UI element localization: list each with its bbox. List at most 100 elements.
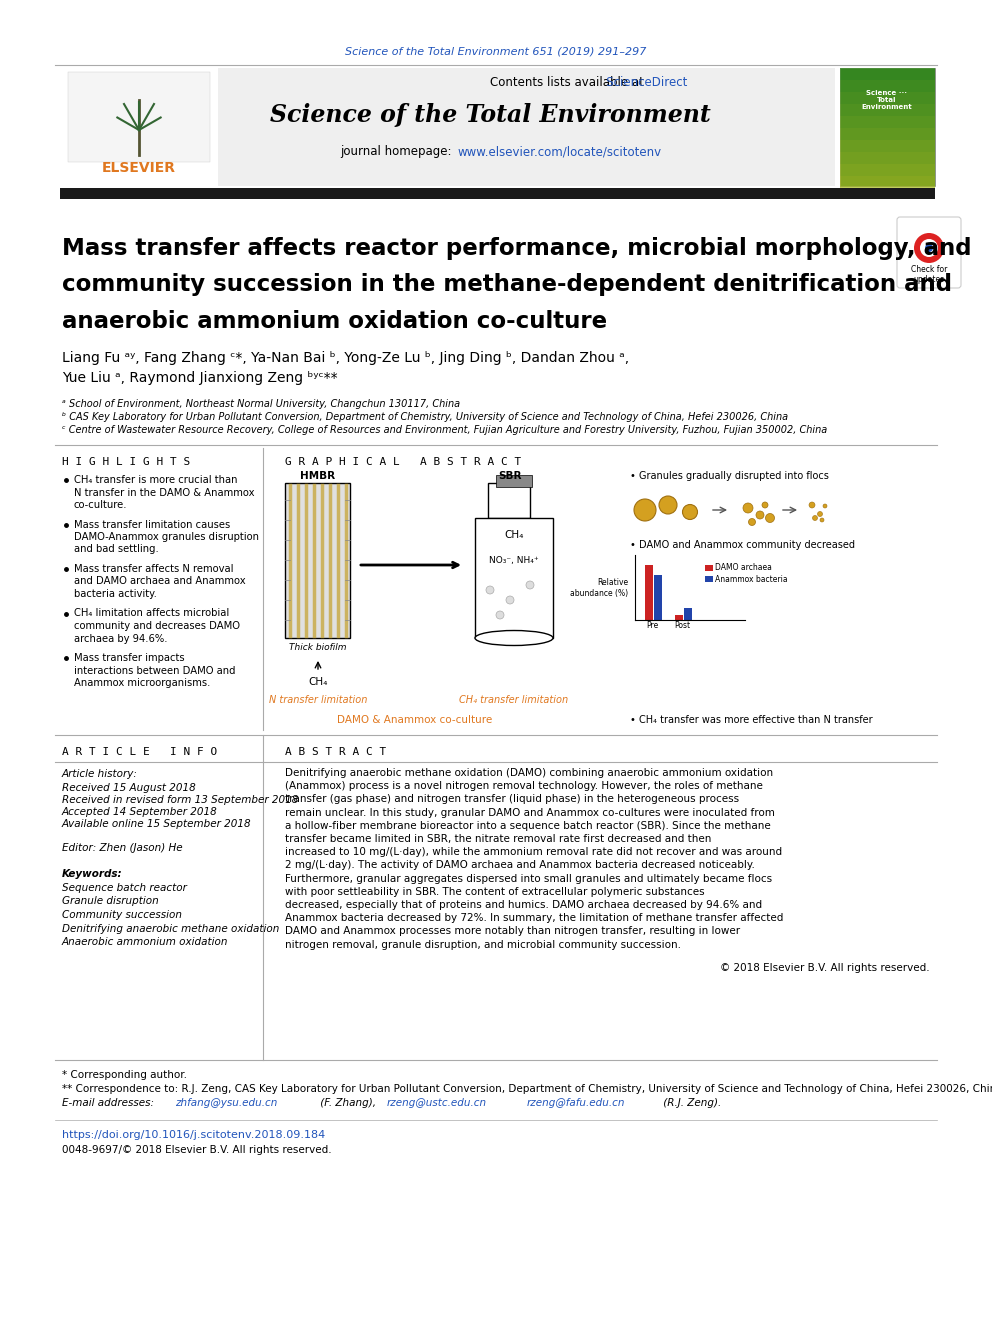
Text: ELSEVIER: ELSEVIER [102,161,176,175]
Ellipse shape [506,595,514,605]
Bar [488,483,530,519]
Ellipse shape [766,513,775,523]
Text: CH₄: CH₄ [309,677,327,687]
Text: 2 mg/(L·day). The activity of DAMO archaea and Anammox bacteria decreased notice: 2 mg/(L·day). The activity of DAMO archa… [285,860,755,871]
Bar [645,565,653,620]
Bar [60,188,935,198]
Text: https://doi.org/10.1016/j.scitotenv.2018.09.184: https://doi.org/10.1016/j.scitotenv.2018… [62,1130,325,1140]
Text: CH₄: CH₄ [504,531,524,540]
Text: DAMO & Anammox co-culture: DAMO & Anammox co-culture [337,714,493,725]
Text: www.elsevier.com/locate/scitotenv: www.elsevier.com/locate/scitotenv [458,146,662,159]
Text: N transfer in the DAMO & Anammox: N transfer in the DAMO & Anammox [74,487,255,497]
Text: Received 15 August 2018: Received 15 August 2018 [62,783,195,792]
Text: N transfer limitation: N transfer limitation [269,695,367,705]
Text: CH₄ transfer is more crucial than: CH₄ transfer is more crucial than [74,475,237,486]
Text: DAMO and Anammox processes more notably than nitrogen transfer, resulting in low: DAMO and Anammox processes more notably … [285,926,740,937]
Text: H I G H L I G H T S: H I G H L I G H T S [62,456,190,467]
Text: Anammox bacteria decreased by 72%. In summary, the limitation of methane transfe: Anammox bacteria decreased by 72%. In su… [285,913,784,923]
Text: Anammox microorganisms.: Anammox microorganisms. [74,677,210,688]
Ellipse shape [659,496,677,515]
Text: zhfang@ysu.edu.cn: zhfang@ysu.edu.cn [175,1098,278,1107]
Text: Check for: Check for [911,266,947,274]
Bar [840,93,935,105]
Ellipse shape [920,239,938,257]
Text: Editor: Zhen (Jason) He: Editor: Zhen (Jason) He [62,843,183,853]
Text: Thick biofilm: Thick biofilm [290,643,347,652]
Text: Keywords:: Keywords: [62,869,123,878]
Text: Community succession: Community succession [62,910,182,919]
Bar [684,609,692,620]
Text: Article history:: Article history: [62,769,138,779]
Bar [840,79,935,93]
Text: remain unclear. In this study, granular DAMO and Anammox co-cultures were inocul: remain unclear. In this study, granular … [285,807,775,818]
Bar [496,475,532,487]
Bar [654,576,662,620]
Text: archaea by 94.6%.: archaea by 94.6%. [74,634,168,643]
Text: rzeng@ustc.edu.cn: rzeng@ustc.edu.cn [387,1098,487,1107]
Ellipse shape [762,501,768,508]
Text: Mass transfer affects reactor performance, microbial morphology, and: Mass transfer affects reactor performanc… [62,237,971,259]
Bar [840,152,935,164]
Text: Science ···
Total
Environment: Science ··· Total Environment [862,90,913,110]
Bar [840,67,935,187]
Text: interactions between DAMO and: interactions between DAMO and [74,665,235,676]
Ellipse shape [812,516,817,520]
Polygon shape [475,519,553,638]
Bar [840,164,935,176]
Text: Received in revised form 13 September 2018: Received in revised form 13 September 20… [62,795,299,804]
Bar [840,67,935,79]
Text: Granule disruption: Granule disruption [62,897,159,906]
Text: Denitrifying anaerobic methane oxidation (DAMO) combining anaerobic ammonium oxi: Denitrifying anaerobic methane oxidation… [285,767,773,778]
Text: NO₃⁻, NH₄⁺: NO₃⁻, NH₄⁺ [489,556,539,565]
Text: • Granules gradually disrupted into flocs: • Granules gradually disrupted into floc… [630,471,829,482]
Text: community succession in the methane-dependent denitrification and: community succession in the methane-depe… [62,274,952,296]
Text: Science of the Total Environment 651 (2019) 291–297: Science of the Total Environment 651 (20… [345,48,647,57]
Text: Pre: Pre [646,622,658,631]
Text: ** Correspondence to: R.J. Zeng, CAS Key Laboratory for Urban Pollutant Conversi: ** Correspondence to: R.J. Zeng, CAS Key… [62,1084,992,1094]
Ellipse shape [526,581,534,589]
Ellipse shape [914,233,944,263]
Bar [840,105,935,116]
Text: anaerobic ammonium oxidation co-culture: anaerobic ammonium oxidation co-culture [62,311,607,333]
Text: and DAMO archaea and Anammox: and DAMO archaea and Anammox [74,577,246,586]
Text: Denitrifying anaerobic methane oxidation: Denitrifying anaerobic methane oxidation [62,923,280,934]
Text: ᵃ School of Environment, Northeast Normal University, Changchun 130117, China: ᵃ School of Environment, Northeast Norma… [62,400,460,409]
Text: co-culture.: co-culture. [74,500,128,509]
Text: rzeng@fafu.edu.cn: rzeng@fafu.edu.cn [527,1098,626,1107]
Text: transfer became limited in SBR, the nitrate removal rate first decreased and the: transfer became limited in SBR, the nitr… [285,833,711,844]
Ellipse shape [809,501,815,508]
Bar [285,483,350,638]
Text: 0048-9697/© 2018 Elsevier B.V. All rights reserved.: 0048-9697/© 2018 Elsevier B.V. All right… [62,1144,331,1155]
Text: Liang Fu ᵃʸ, Fang Zhang ᶜ*, Ya-Nan Bai ᵇ, Yong-Ze Lu ᵇ, Jing Ding ᵇ, Dandan Zhou: Liang Fu ᵃʸ, Fang Zhang ᶜ*, Ya-Nan Bai ᵇ… [62,351,629,365]
Ellipse shape [496,611,504,619]
Ellipse shape [682,504,697,520]
Text: Anaerobic ammonium oxidation: Anaerobic ammonium oxidation [62,937,228,947]
Text: E-mail addresses:: E-mail addresses: [62,1098,158,1107]
Text: ᵇ CAS Key Laboratory for Urban Pollutant Conversion, Department of Chemistry, Un: ᵇ CAS Key Laboratory for Urban Pollutant… [62,411,788,422]
Bar [68,71,210,161]
Text: Mass transfer impacts: Mass transfer impacts [74,654,185,663]
Ellipse shape [820,519,824,523]
Text: increased to 10 mg/(L·day), while the ammonium removal rate did not recover and : increased to 10 mg/(L·day), while the am… [285,847,782,857]
Text: G R A P H I C A L   A B S T R A C T: G R A P H I C A L A B S T R A C T [285,456,521,467]
Text: Sequence batch reactor: Sequence batch reactor [62,882,186,893]
Text: © 2018 Elsevier B.V. All rights reserved.: © 2018 Elsevier B.V. All rights reserved… [720,963,930,972]
Text: DAMO archaea: DAMO archaea [715,564,772,573]
Bar [840,140,935,152]
Ellipse shape [925,243,933,251]
Text: (R.J. Zeng).: (R.J. Zeng). [660,1098,721,1107]
Text: • DAMO and Anammox community decreased: • DAMO and Anammox community decreased [630,540,855,550]
Text: nitrogen removal, granule disruption, and microbial community succession.: nitrogen removal, granule disruption, an… [285,939,681,950]
Ellipse shape [634,499,656,521]
Text: HMBR: HMBR [301,471,335,482]
Text: A B S T R A C T: A B S T R A C T [285,747,386,757]
Text: Science of the Total Environment: Science of the Total Environment [270,103,710,127]
Text: Yue Liu ᵃ, Raymond Jianxiong Zeng ᵇʸᶜ**: Yue Liu ᵃ, Raymond Jianxiong Zeng ᵇʸᶜ** [62,370,337,385]
Text: with poor settleability in SBR. The content of extracellular polymeric substance: with poor settleability in SBR. The cont… [285,886,704,897]
Text: Anammox bacteria: Anammox bacteria [715,574,788,583]
Ellipse shape [817,512,822,516]
Text: journal homepage:: journal homepage: [340,146,455,159]
Text: community and decreases DAMO: community and decreases DAMO [74,620,240,631]
Text: CH₄ limitation affects microbial: CH₄ limitation affects microbial [74,609,229,618]
Ellipse shape [823,504,827,508]
